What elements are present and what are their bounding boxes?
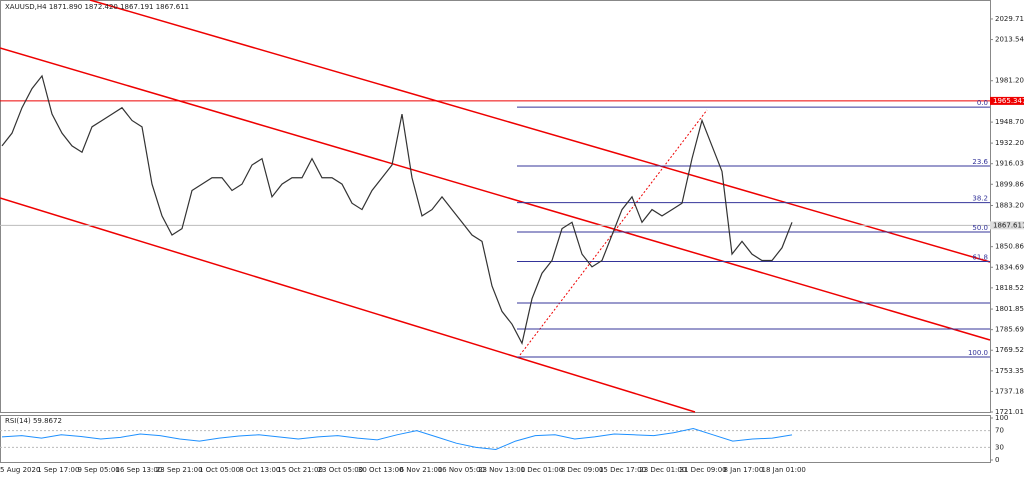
- rsi-tick-label: 0: [995, 456, 999, 464]
- rsi-panel: [0, 415, 991, 463]
- y-tick-label: 1737.180: [995, 387, 1024, 395]
- x-tick-label: 23 Nov 13:00: [478, 466, 525, 474]
- y-tick-label: 1753.350: [995, 367, 1024, 375]
- chart-title: XAUUSD,H4 1871.890 1872.420 1867.191 186…: [5, 3, 189, 11]
- rsi-tick-label: 100: [995, 414, 1008, 422]
- x-tick-label: 8 Dec 09:00: [561, 466, 604, 474]
- y-tick-label: 1899.860: [995, 180, 1024, 188]
- x-tick-label: 1 Dec 01:00: [521, 466, 564, 474]
- y-tick-label: 1850.860: [995, 243, 1024, 251]
- x-tick-label: 15 Dec 17:00: [599, 466, 646, 474]
- x-tick-label: 8 Jan 17:00: [723, 466, 763, 474]
- y-tick-label: 1785.690: [995, 326, 1024, 334]
- fib-label: 50.0: [972, 224, 988, 232]
- x-tick-label: 23 Sep 21:00: [156, 466, 203, 474]
- channel-line: [0, 47, 991, 341]
- y-tick-label: 1834.690: [995, 263, 1024, 271]
- y-tick-label: 2029.710: [995, 15, 1024, 23]
- y-tick-label: 1948.700: [995, 118, 1024, 126]
- x-tick-label: 25 Aug 2020: [0, 466, 40, 474]
- x-tick-label: 23 Dec 01:00: [639, 466, 686, 474]
- x-tick-label: 18 Jan 01:00: [762, 466, 806, 474]
- y-tick-label: 2013.540: [995, 36, 1024, 44]
- x-tick-label: 1 Oct 05:00: [199, 466, 240, 474]
- rsi-tick-label: 30: [995, 443, 1004, 451]
- fib-label: 38.2: [972, 195, 988, 203]
- fib-label: 23.6: [972, 158, 988, 166]
- x-tick-label: 8 Oct 13:00: [239, 466, 280, 474]
- rsi-title: RSI(14) 59.8672: [5, 417, 62, 425]
- price-panel: [0, 0, 991, 413]
- y-tick-label: 1916.030: [995, 160, 1024, 168]
- x-tick-label: 15 Oct 21:00: [277, 466, 323, 474]
- y-tick-label: 1981.200: [995, 77, 1024, 85]
- y-tick-label: 1721.010: [995, 408, 1024, 416]
- x-tick-label: 6 Nov 21:00: [400, 466, 443, 474]
- fib-anchor: [519, 109, 708, 356]
- y-tick-label: 1801.850: [995, 305, 1024, 313]
- x-tick-label: 1 Sep 17:00: [37, 466, 79, 474]
- price-series: [1, 74, 793, 345]
- x-tick-label: 9 Sep 05:00: [77, 466, 119, 474]
- channel-line: [89, 0, 991, 263]
- channel-line: [0, 197, 696, 413]
- x-tick-label: 30 Oct 13:00: [358, 466, 404, 474]
- fib-label: 100.0: [968, 349, 988, 357]
- price-label: 1867.611: [993, 221, 1024, 229]
- y-tick-label: 1883.200: [995, 201, 1024, 209]
- rsi-tick-label: 70: [995, 427, 1004, 435]
- y-tick-label: 1932.200: [995, 139, 1024, 147]
- x-tick-label: 23 Oct 05:00: [318, 466, 364, 474]
- price-tag: [990, 221, 1024, 230]
- y-tick-label: 1769.520: [995, 346, 1024, 354]
- x-tick-label: 16 Nov 05:00: [438, 466, 485, 474]
- fib-label: 0.0: [977, 99, 988, 107]
- resistance-tag: [990, 96, 1024, 105]
- y-tick-label: 1818.520: [995, 284, 1024, 292]
- fib-label: 61.8: [972, 254, 988, 262]
- resistance-label: 1965.347: [993, 97, 1024, 105]
- rsi-series: [1, 427, 793, 451]
- x-tick-label: 31 Dec 09:00: [680, 466, 727, 474]
- x-tick-label: 16 Sep 13:00: [116, 466, 163, 474]
